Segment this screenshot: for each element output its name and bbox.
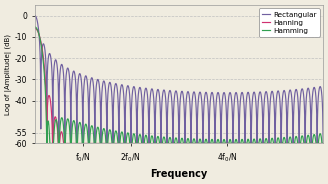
Rectangular <box>247 92 251 94</box>
Hanning <box>216 142 220 145</box>
Hamming <box>33 26 37 28</box>
Line: Hamming: Hamming <box>35 27 323 144</box>
Rectangular <box>321 142 325 145</box>
Legend: Rectangular, Hanning, Hamming: Rectangular, Hanning, Hamming <box>259 8 319 37</box>
Hanning <box>137 142 141 145</box>
X-axis label: Frequency: Frequency <box>150 169 208 179</box>
Rectangular <box>262 105 266 107</box>
Hamming <box>216 138 220 141</box>
Hamming <box>45 142 49 145</box>
Line: Rectangular: Rectangular <box>35 15 323 144</box>
Hamming <box>247 139 251 141</box>
Y-axis label: Log of |Amplitude| (dB): Log of |Amplitude| (dB) <box>5 34 12 115</box>
Hanning <box>247 142 251 145</box>
Rectangular <box>203 92 207 94</box>
Line: Hanning: Hanning <box>35 28 323 144</box>
Rectangular <box>33 14 37 17</box>
Hanning <box>45 142 49 145</box>
Hanning <box>321 142 325 145</box>
Hamming <box>262 142 266 145</box>
Hamming <box>47 131 51 133</box>
Rectangular <box>137 87 141 90</box>
Rectangular <box>45 142 49 145</box>
Hanning <box>203 142 207 145</box>
Hamming <box>203 139 207 141</box>
Rectangular <box>216 91 220 94</box>
Hamming <box>137 135 141 137</box>
Hanning <box>33 27 37 29</box>
Hanning <box>47 95 51 97</box>
Rectangular <box>47 53 51 55</box>
Hanning <box>262 142 266 145</box>
Hamming <box>321 142 325 145</box>
